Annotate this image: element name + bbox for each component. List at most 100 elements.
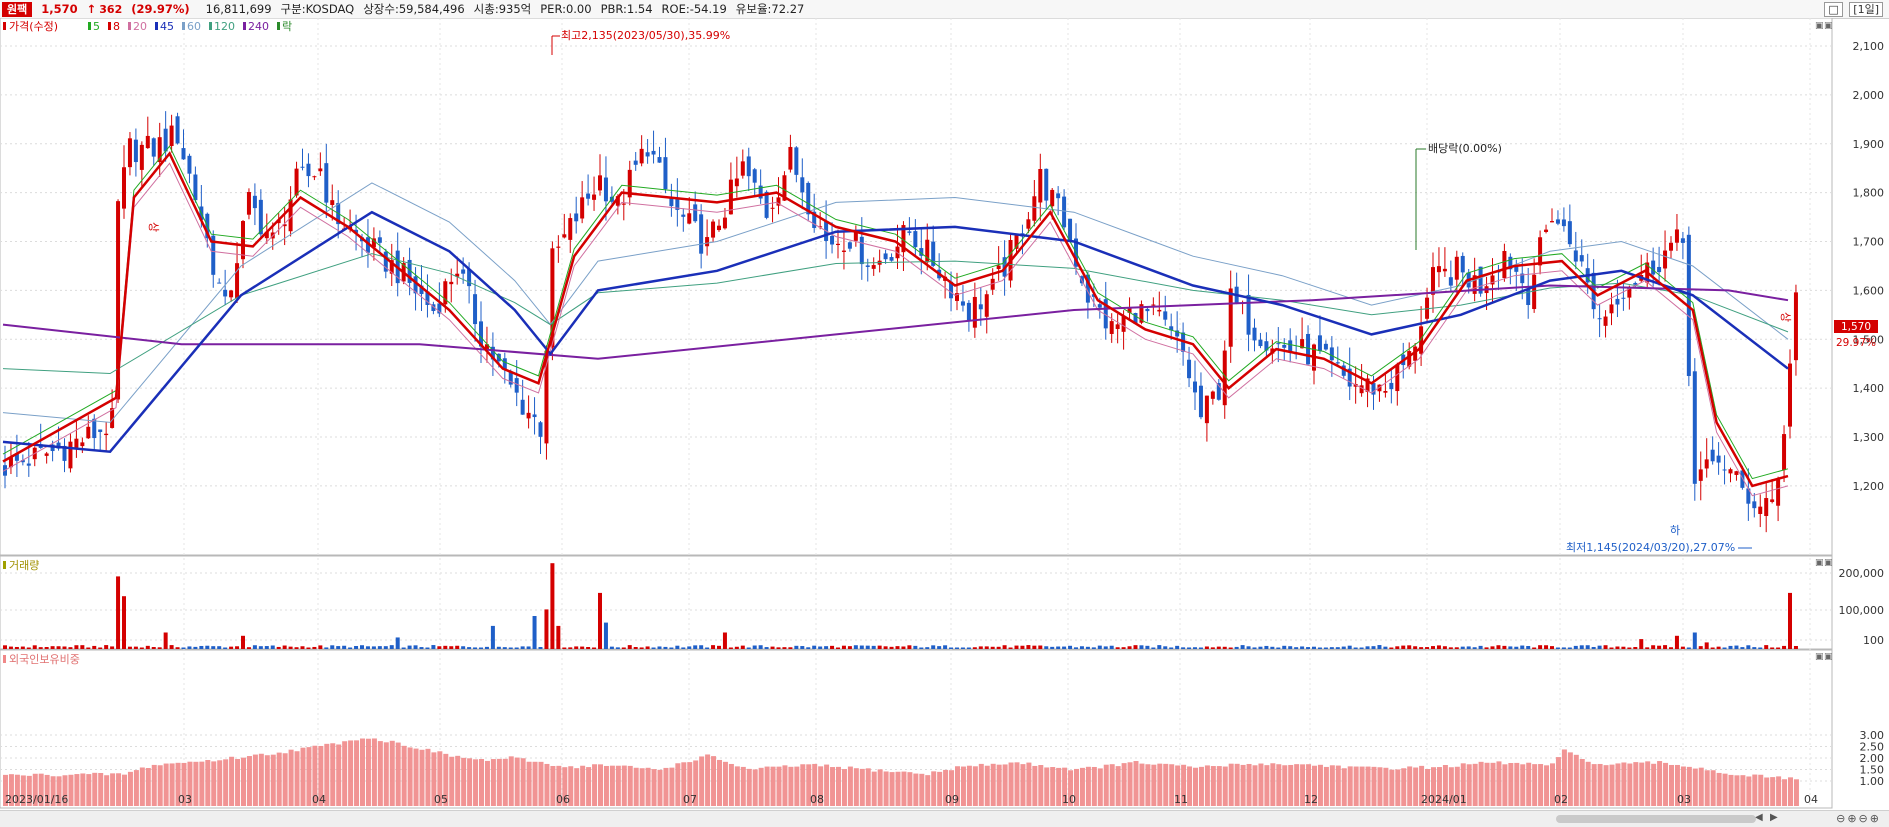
volume-bar: [1395, 646, 1400, 649]
volume-bar: [538, 647, 543, 649]
candle-body: [14, 453, 19, 461]
foreign-bar: [490, 759, 496, 806]
candle-body: [657, 157, 662, 163]
foreign-bar: [354, 740, 360, 806]
volume-bar: [1472, 647, 1477, 649]
panel-maximize-icon[interactable]: ▣: [1815, 21, 1824, 31]
candle-body: [794, 147, 799, 175]
foreign-panel-maximize-icon[interactable]: ▣: [1815, 652, 1824, 662]
volume-bar: [1550, 646, 1554, 649]
panel-close-icon[interactable]: ▣: [1824, 21, 1833, 31]
volume-bar: [1300, 646, 1305, 649]
volume-panel-maximize-icon[interactable]: ▣: [1815, 558, 1824, 568]
foreign-bar: [86, 774, 92, 806]
candle-body: [312, 176, 317, 178]
candle-body: [1782, 434, 1787, 471]
volume-bar: [949, 647, 954, 649]
price-change: 362: [99, 2, 123, 16]
volume-bar: [520, 646, 525, 649]
stock-name-badge[interactable]: 원팩: [2, 1, 33, 17]
candle-body: [901, 225, 906, 253]
scroll-left-icon[interactable]: ◀: [1755, 812, 1763, 823]
candle-body: [1395, 364, 1400, 392]
foreign-bar: [1508, 763, 1514, 806]
legend-volume: 거래량: [9, 559, 39, 572]
foreign-bar: [1567, 752, 1573, 806]
volume-bar: [1538, 645, 1543, 649]
foreign-panel-close-icon[interactable]: ▣: [1824, 652, 1833, 662]
candle-body: [1222, 350, 1227, 406]
volume-bar: [461, 646, 466, 649]
candle-body: [1300, 339, 1305, 349]
scroll-thumb[interactable]: [1556, 815, 1756, 823]
foreign-bar: [883, 771, 889, 806]
candle-body: [853, 230, 858, 241]
zoom-controls-icon[interactable]: ⊖⊕⊖⊕: [1836, 812, 1881, 825]
volume-bar: [44, 646, 49, 649]
volume-bar: [770, 646, 775, 649]
candle-body: [484, 344, 489, 350]
candle-body: [1460, 255, 1465, 273]
foreign-bar: [812, 763, 818, 806]
foreign-bar: [431, 752, 437, 806]
foreign-bar: [1663, 762, 1669, 806]
foreign-bar: [1044, 767, 1050, 806]
volume-bar: [1788, 592, 1792, 649]
foreign-bar: [1317, 764, 1323, 806]
foreign-bar: [383, 742, 389, 806]
volume-bar: [1032, 645, 1037, 649]
candle-body: [1633, 282, 1638, 285]
volume-panel-close-icon[interactable]: ▣: [1824, 558, 1833, 568]
foreign-bar: [318, 745, 324, 806]
stock-chart[interactable]: 1,200 1,300 1,400 1,500 1,600 1,700 1,800 1,900…: [0, 18, 1889, 810]
volume-bar: [1651, 645, 1656, 649]
candle-body: [651, 150, 656, 155]
foreign-bar: [1669, 764, 1674, 806]
volume-bar: [1776, 647, 1781, 649]
foreign-bar: [1692, 768, 1698, 806]
candle-body: [1442, 268, 1447, 272]
window-button[interactable]: □: [1824, 2, 1843, 17]
legend-ma-swatch-120: [209, 22, 212, 30]
volume-bar: [901, 646, 906, 649]
volume-panel[interactable]: [0, 555, 1833, 650]
candle-body: [925, 239, 930, 263]
last-pct-value: 29.97%: [1836, 337, 1876, 349]
candle-body: [1526, 288, 1531, 305]
volume-bar: [270, 645, 275, 649]
candle-body: [8, 457, 13, 468]
legend-ma-swatch-5: [88, 22, 91, 30]
candle-body: [859, 236, 864, 265]
volume-bar: [1044, 646, 1049, 649]
volume-bar: [193, 646, 198, 649]
candle-body: [217, 282, 222, 284]
candle-body: [1669, 242, 1673, 251]
period-selector[interactable]: [1일]: [1849, 2, 1883, 17]
foreign-bar: [633, 767, 639, 806]
volume-bar: [752, 645, 757, 649]
foreign-bar: [1216, 766, 1222, 806]
scroll-right-icon[interactable]: ▶: [1770, 812, 1778, 823]
volume-bar: [699, 645, 704, 649]
candle-body: [758, 185, 763, 199]
candle-body: [1431, 267, 1435, 295]
horizontal-scrollbar[interactable]: ◀ ▶ ⊖⊕⊖⊕: [0, 810, 1889, 827]
legend-ma-swatch-8: [108, 22, 111, 30]
foreign-bar: [348, 740, 354, 806]
legend-foreign: 외국인보유비중: [9, 653, 80, 666]
candle-body: [1770, 499, 1775, 502]
foreign-bar: [44, 774, 50, 806]
foreign-bar: [1377, 767, 1383, 806]
x-tick-label: 03: [178, 793, 192, 806]
volume-bar: [348, 647, 353, 649]
volume-bar: [1187, 647, 1192, 649]
foreign-bar: [984, 765, 990, 806]
volume-bar: [1115, 647, 1120, 649]
candle-body: [1014, 234, 1019, 249]
candle-body: [984, 294, 989, 317]
foreign-bar: [1704, 770, 1710, 806]
foreign-bar: [1579, 759, 1585, 806]
candle-body: [98, 429, 103, 432]
volume-bar: [1270, 646, 1275, 649]
x-tick-label: 07: [683, 793, 697, 806]
